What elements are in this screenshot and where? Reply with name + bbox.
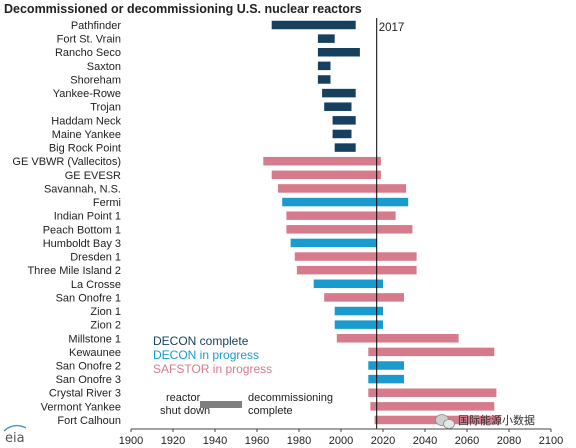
reactor-name-ge-vbwr-vallecitos: GE VBWR (Vallecitos) — [12, 156, 121, 168]
x-tick-label-2040: 2040 — [413, 435, 437, 447]
bar-humboldt-bay-3 — [290, 238, 377, 248]
bar-fermi — [282, 197, 409, 207]
x-tick-label-2080: 2080 — [497, 435, 521, 447]
reactor-name-zion-1: Zion 1 — [90, 306, 121, 318]
bar-haddam-neck — [332, 116, 356, 125]
bar-zion-2 — [334, 320, 383, 329]
reactor-name-crystal-river-3: Crystal River 3 — [49, 388, 121, 400]
bar-peach-bottom-1 — [286, 225, 413, 234]
reactor-name-big-rock-point: Big Rock Point — [49, 143, 121, 155]
reactor-name-san-onofre-1: San Onofre 1 — [56, 292, 121, 304]
reactor-name-la-crosse: La Crosse — [71, 279, 121, 291]
x-tick-label-2060: 2060 — [455, 435, 479, 447]
bar-san-onofre-2 — [368, 361, 404, 370]
reactor-name-maine-yankee: Maine Yankee — [52, 129, 121, 141]
bar-key-shutdown-label-2: shut down — [160, 405, 210, 417]
bar-zion-1 — [334, 306, 383, 316]
x-tick-label-1920: 1920 — [161, 435, 185, 447]
bar-key-complete-label-2: complete — [248, 405, 293, 417]
bar-ge-vbwr-vallecitos — [263, 156, 381, 166]
bar-three-mile-island-2 — [296, 265, 417, 275]
reactor-name-millstone-1: Millstone 1 — [68, 333, 121, 345]
x-tick-label-2020: 2020 — [371, 435, 395, 447]
x-tick-label-2100: 2100 — [539, 435, 563, 447]
reactor-name-rancho-seco: Rancho Seco — [55, 47, 121, 59]
legend-decon-in-progress: DECON in progress — [153, 348, 259, 362]
bar-kewaunee — [368, 347, 495, 357]
reactor-name-savannah-n-s: Savannah, N.S. — [44, 183, 121, 195]
reactor-name-trojan: Trojan — [90, 102, 121, 114]
bar-san-onofre-3 — [368, 374, 404, 384]
eia-logo-text: eia — [5, 431, 25, 446]
bar-fort-st-vrain — [317, 34, 335, 43]
bar-la-crosse — [313, 279, 383, 289]
reactor-name-fermi: Fermi — [93, 197, 121, 209]
bar-key-shutdown-label-1: reactor — [166, 392, 201, 404]
legend-decon-complete: DECON complete — [153, 334, 249, 348]
reactor-name-shoreham: Shoreham — [70, 74, 121, 86]
x-tick-label-1900: 1900 — [119, 435, 143, 447]
x-tick-label-1960: 1960 — [245, 435, 269, 447]
reactor-name-saxton: Saxton — [87, 61, 121, 73]
legend-safstor-in-progress: SAFSTOR in progress — [153, 362, 272, 376]
bar-shoreham — [317, 75, 331, 84]
reactor-name-three-mile-island-2: Three Mile Island 2 — [27, 265, 121, 277]
reactor-name-haddam-neck: Haddam Neck — [51, 115, 121, 127]
bar-savannah-n-s — [278, 184, 407, 193]
bar-pathfinder — [271, 20, 356, 30]
legend: DECON complete DECON in progress SAFSTOR… — [153, 334, 272, 376]
reactor-name-fort-calhoun: Fort Calhoun — [57, 415, 121, 427]
bar-indian-point-1 — [286, 211, 396, 220]
bar-big-rock-point — [334, 143, 356, 152]
bar-crystal-river-3 — [368, 388, 497, 397]
reactor-name-humboldt-bay-3: Humboldt Bay 3 — [43, 238, 121, 250]
bar-rancho-seco — [317, 47, 360, 57]
bar-vermont-yankee — [370, 402, 495, 411]
bar-maine-yankee — [332, 129, 352, 139]
bar-millstone-1 — [336, 334, 459, 343]
reference-line-label: 2017 — [379, 22, 405, 34]
reactor-name-peach-bottom-1: Peach Bottom 1 — [43, 224, 121, 236]
reactor-name-pathfinder: Pathfinder — [71, 20, 121, 32]
wechat-icon — [435, 414, 455, 429]
x-tick-label-1940: 1940 — [203, 435, 227, 447]
watermark: 国际能源小数据 — [435, 413, 535, 429]
bar-key: reactor shut down decommissioning comple… — [160, 392, 333, 417]
x-tick-label-2000: 2000 — [329, 435, 353, 447]
bar-key-swatch — [200, 401, 242, 408]
reactor-name-san-onofre-3: San Onofre 3 — [56, 374, 121, 386]
eia-logo: eia — [3, 424, 27, 446]
bar-saxton — [317, 61, 331, 71]
reactor-name-fort-st-vrain: Fort St. Vrain — [57, 34, 121, 46]
watermark-text: 国际能源小数据 — [458, 413, 535, 427]
reactor-name-vermont-yankee: Vermont Yankee — [41, 401, 121, 413]
chart-title: Decommissioned or decommissioning U.S. n… — [4, 2, 362, 16]
bar-key-complete-label-1: decommissioning — [248, 392, 333, 404]
reactor-name-yankee-rowe: Yankee-Rowe — [53, 88, 121, 100]
reactor-name-kewaunee: Kewaunee — [69, 347, 121, 359]
bar-san-onofre-1 — [324, 293, 404, 302]
x-tick-label-1980: 1980 — [287, 435, 311, 447]
reactor-name-dresden-1: Dresden 1 — [70, 252, 121, 264]
bar-trojan — [324, 102, 352, 111]
bar-dresden-1 — [294, 252, 417, 261]
reactor-name-ge-evesr: GE EVESR — [65, 170, 121, 182]
reactor-name-zion-2: Zion 2 — [90, 320, 121, 332]
x-axis-ticks: 1900 1920 1940 1960 1980 2000 2020 2040 2060 2080… — [119, 429, 563, 447]
reactor-name-san-onofre-2: San Onofre 2 — [56, 361, 121, 373]
bar-yankee-rowe — [322, 88, 356, 98]
reactor-name-indian-point-1: Indian Point 1 — [54, 211, 121, 223]
bar-ge-evesr — [271, 170, 381, 180]
reactor-bars — [263, 20, 501, 425]
